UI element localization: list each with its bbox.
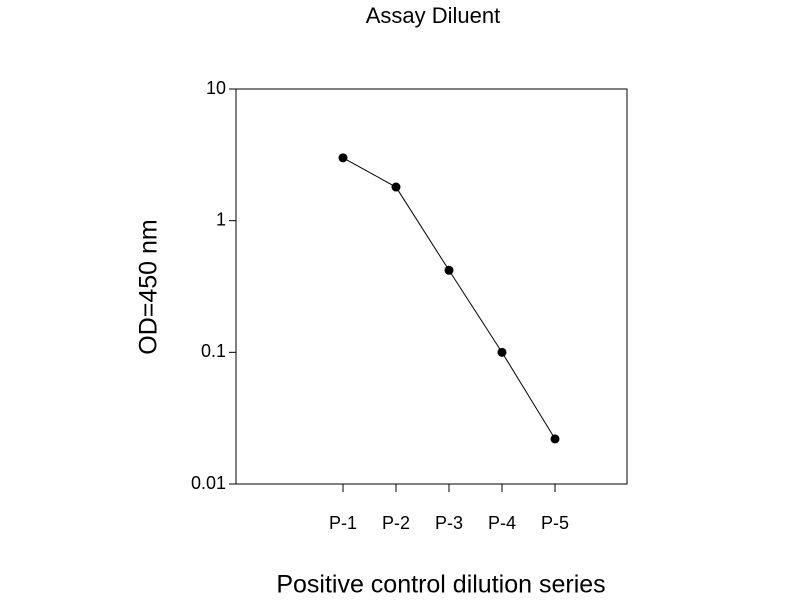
series-line	[342, 157, 556, 440]
data-point	[444, 265, 454, 275]
y-tick-label: 0.1	[201, 341, 226, 361]
x-axis-label: Positive control dilution series	[276, 571, 605, 599]
x-tick-label: P-5	[541, 513, 569, 533]
x-tick-label: P-3	[435, 513, 463, 533]
x-tick-label: P-2	[382, 513, 410, 533]
x-tick-label: P-1	[329, 513, 357, 533]
data-point	[391, 182, 401, 192]
y-axis-label: OD=450 nm	[135, 219, 163, 355]
chart-title: Assay Diluent	[366, 3, 501, 28]
data-point	[550, 434, 560, 444]
y-tick-label: 1	[216, 209, 226, 229]
plot-frame	[235, 88, 628, 485]
data-point	[338, 153, 348, 163]
data-point	[497, 347, 507, 357]
y-tick-label: 0.01	[191, 473, 226, 493]
y-tick-label: 10	[206, 78, 226, 98]
x-tick-label: P-4	[488, 513, 516, 533]
